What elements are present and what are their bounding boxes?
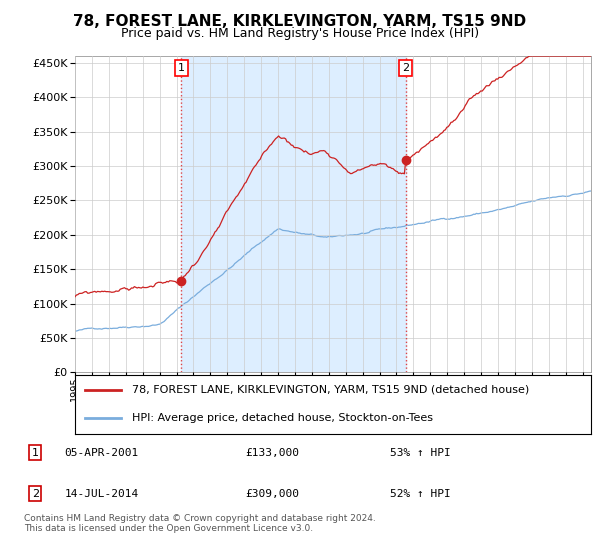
Bar xyxy=(181,56,406,372)
Text: 1: 1 xyxy=(178,63,185,73)
Text: £309,000: £309,000 xyxy=(245,488,299,498)
Text: Price paid vs. HM Land Registry's House Price Index (HPI): Price paid vs. HM Land Registry's House … xyxy=(121,27,479,40)
Text: 2: 2 xyxy=(32,488,39,498)
Text: 05-APR-2001: 05-APR-2001 xyxy=(64,448,139,458)
Text: 1: 1 xyxy=(32,448,39,458)
Text: 14-JUL-2014: 14-JUL-2014 xyxy=(64,488,139,498)
Text: HPI: Average price, detached house, Stockton-on-Tees: HPI: Average price, detached house, Stoc… xyxy=(132,413,433,423)
Text: 78, FOREST LANE, KIRKLEVINGTON, YARM, TS15 9ND (detached house): 78, FOREST LANE, KIRKLEVINGTON, YARM, TS… xyxy=(132,385,529,395)
Text: 53% ↑ HPI: 53% ↑ HPI xyxy=(391,448,451,458)
Text: 52% ↑ HPI: 52% ↑ HPI xyxy=(391,488,451,498)
Text: Contains HM Land Registry data © Crown copyright and database right 2024.
This d: Contains HM Land Registry data © Crown c… xyxy=(23,514,376,533)
Text: £133,000: £133,000 xyxy=(245,448,299,458)
Text: 2: 2 xyxy=(402,63,409,73)
Text: 78, FOREST LANE, KIRKLEVINGTON, YARM, TS15 9ND: 78, FOREST LANE, KIRKLEVINGTON, YARM, TS… xyxy=(73,14,527,29)
